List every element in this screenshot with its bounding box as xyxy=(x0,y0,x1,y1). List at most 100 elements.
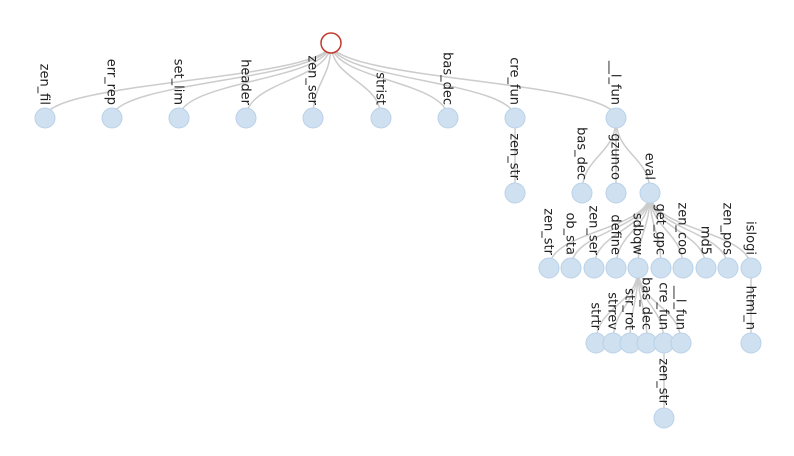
node-circle[interactable] xyxy=(670,332,692,354)
tree-link xyxy=(615,192,651,269)
node-circle[interactable] xyxy=(605,182,627,204)
tree-node-bas-dec[interactable]: bas_dec xyxy=(437,52,459,129)
node-circle[interactable] xyxy=(583,257,605,279)
node-circle[interactable] xyxy=(605,107,627,129)
tree-node-zen-ser[interactable]: zen_ser xyxy=(302,55,324,129)
node-circle[interactable] xyxy=(235,107,257,129)
tree-link xyxy=(548,192,651,269)
tree-node-l-fun[interactable]: __l_fun xyxy=(670,285,692,354)
node-label: zen_coo xyxy=(674,202,689,255)
tree-root-node[interactable] xyxy=(320,32,342,54)
node-label: bas_dec xyxy=(439,52,454,105)
node-label: get_gpc xyxy=(652,204,667,256)
node-circle[interactable] xyxy=(370,107,392,129)
tree-node-cre-fun[interactable]: cre_fun xyxy=(504,57,526,129)
tree-link xyxy=(593,192,651,269)
tree-link xyxy=(330,42,617,119)
node-label: __l_fun xyxy=(607,60,622,105)
node-circle[interactable] xyxy=(560,257,582,279)
node-circle[interactable] xyxy=(639,182,661,204)
node-circle[interactable] xyxy=(504,182,526,204)
tree-node-zen-coo[interactable]: zen_coo xyxy=(672,202,694,279)
node-circle[interactable] xyxy=(302,107,324,129)
node-label: strtr xyxy=(587,302,602,330)
node-label: zen_ser xyxy=(585,205,600,255)
tree-link xyxy=(178,42,332,119)
tree-node-str-rot[interactable]: str_rot xyxy=(619,288,641,354)
tree-link xyxy=(581,117,617,194)
node-label: header xyxy=(237,59,252,105)
tree-node-header[interactable]: header xyxy=(235,59,257,129)
node-circle[interactable] xyxy=(504,107,526,129)
node-circle[interactable] xyxy=(650,257,672,279)
tree-node-md5[interactable]: md5 xyxy=(695,226,717,279)
tree-node-cre-fun[interactable]: cre_fun xyxy=(653,282,675,354)
tree-link xyxy=(330,42,382,119)
tree-nodes: zen_fil err_rep set_lim header zen_ser strist… xyxy=(34,32,762,429)
node-label: __l_fun xyxy=(672,285,687,330)
tree-node-gzunco[interactable]: gzunco xyxy=(605,133,627,204)
node-label: cre_fun xyxy=(655,282,670,330)
tree-link xyxy=(615,117,651,194)
node-circle[interactable] xyxy=(627,257,649,279)
node-label: gzunco xyxy=(607,133,622,180)
tree-node-zen-pos[interactable]: zen_pos xyxy=(717,202,739,279)
tree-node-sdbqw[interactable]: sdbqw xyxy=(627,213,649,279)
node-circle[interactable] xyxy=(571,182,593,204)
tree-node-get-gpc[interactable]: get_gpc xyxy=(650,204,672,279)
tree-node-zen-str[interactable]: zen_str xyxy=(504,133,526,204)
tree-node-l-fun[interactable]: __l_fun xyxy=(605,60,627,129)
tree-node-set-lim[interactable]: set_lim xyxy=(168,59,190,129)
node-circle[interactable] xyxy=(695,257,717,279)
tree-node-zen-ser[interactable]: zen_ser xyxy=(583,205,605,279)
node-label: cre_fun xyxy=(506,57,521,105)
node-circle[interactable] xyxy=(538,257,560,279)
tree-node-bas-dec[interactable]: bas_dec xyxy=(636,277,658,354)
node-circle[interactable] xyxy=(168,107,190,129)
node-label: islogi xyxy=(742,221,757,255)
tree-node-zen-str[interactable]: zen_str xyxy=(538,208,560,279)
root-node-circle[interactable] xyxy=(320,32,342,54)
node-label: zen_str xyxy=(655,358,670,405)
tree-link xyxy=(330,42,449,119)
tree-link xyxy=(330,42,516,119)
node-circle[interactable] xyxy=(740,257,762,279)
tree-node-strist[interactable]: strist xyxy=(370,72,392,129)
tree-node-zen-str[interactable]: zen_str xyxy=(653,358,675,429)
tree-link xyxy=(245,42,332,119)
node-circle[interactable] xyxy=(653,407,675,429)
tree-link xyxy=(570,192,651,269)
tree-link xyxy=(649,192,752,269)
tree-node-islogi[interactable]: islogi xyxy=(740,221,762,279)
node-circle[interactable] xyxy=(740,332,762,354)
node-label: strrev xyxy=(604,292,619,330)
tree-link xyxy=(111,42,332,119)
node-label: bas_dec xyxy=(573,127,588,180)
tree-link xyxy=(44,42,332,119)
node-label: str_rot xyxy=(621,288,636,330)
node-circle[interactable] xyxy=(672,257,694,279)
node-label: zen_str xyxy=(540,208,555,255)
node-circle[interactable] xyxy=(605,257,627,279)
tree-link xyxy=(637,267,682,344)
tree-node-err-rep[interactable]: err_rep xyxy=(101,59,123,129)
node-label: md5 xyxy=(697,226,712,255)
node-label: zen_pos xyxy=(719,202,734,255)
node-circle[interactable] xyxy=(101,107,123,129)
tree-node-html-n[interactable]: html_n xyxy=(740,286,762,354)
tree-node-ob-sta[interactable]: ob_sta xyxy=(560,212,582,279)
node-label: bas_dec xyxy=(638,277,653,330)
node-label: err_rep xyxy=(103,59,118,105)
node-circle[interactable] xyxy=(437,107,459,129)
tree-node-eval[interactable]: eval xyxy=(639,153,661,204)
tree-node-strtr[interactable]: strtr xyxy=(585,302,607,354)
node-label: zen_fil xyxy=(36,64,51,105)
tree-node-bas-dec[interactable]: bas_dec xyxy=(571,127,593,204)
node-label: set_lim xyxy=(170,59,185,105)
tree-node-define[interactable]: define xyxy=(605,214,627,279)
node-circle[interactable] xyxy=(717,257,739,279)
node-circle[interactable] xyxy=(34,107,56,129)
node-label: html_n xyxy=(742,286,757,330)
tree-node-zen-fil[interactable]: zen_fil xyxy=(34,64,56,129)
